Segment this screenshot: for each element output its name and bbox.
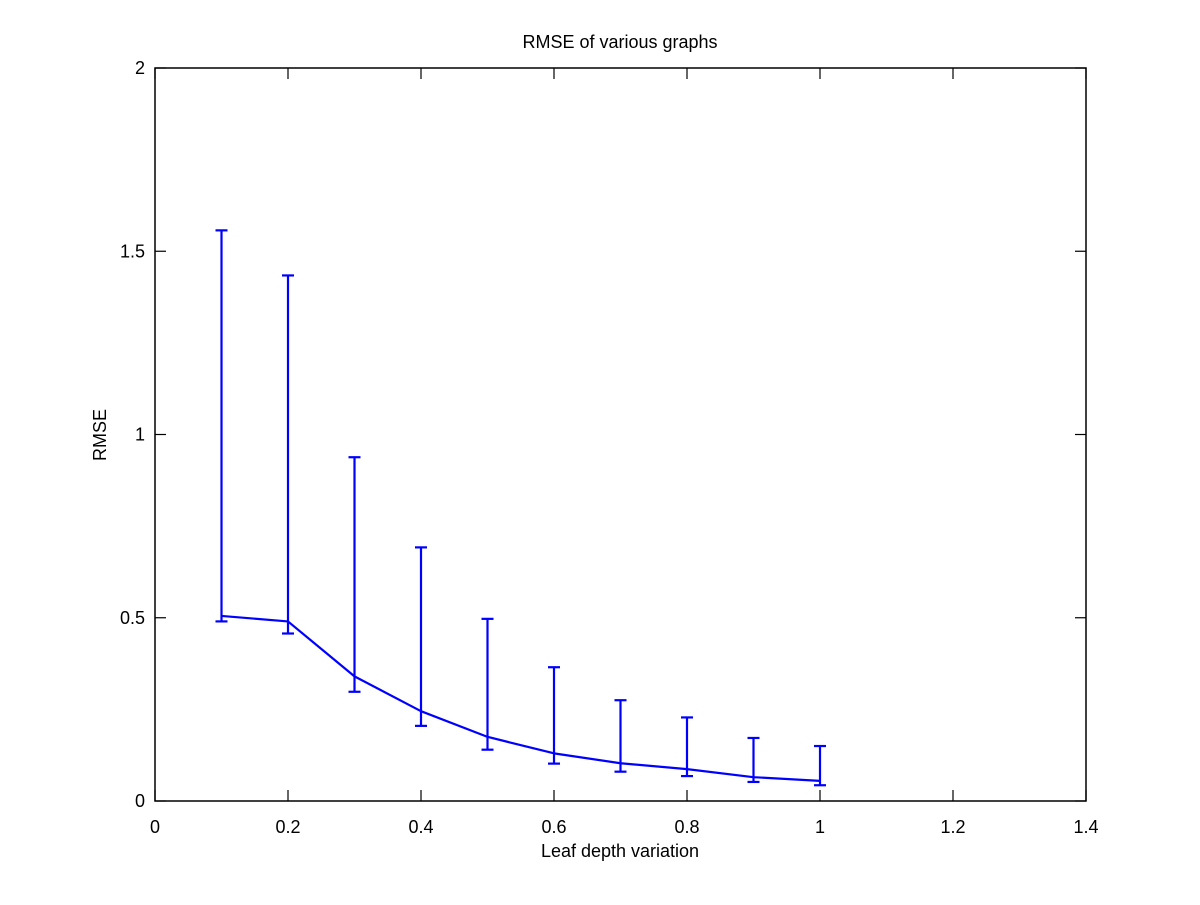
axes-frame xyxy=(155,68,1086,801)
y-tick-label: 0.5 xyxy=(120,608,145,628)
series-line xyxy=(222,616,821,781)
x-tick-label: 1.4 xyxy=(1073,817,1098,837)
chart-title: RMSE of various graphs xyxy=(522,32,717,52)
x-tick-label: 0.4 xyxy=(408,817,433,837)
x-tick-label: 0 xyxy=(150,817,160,837)
y-axis-label: RMSE xyxy=(90,409,110,461)
x-tick-label: 1 xyxy=(815,817,825,837)
y-tick-label: 0 xyxy=(135,791,145,811)
x-axis-label: Leaf depth variation xyxy=(541,841,699,861)
y-tick-label: 1 xyxy=(135,425,145,445)
x-tick-label: 1.2 xyxy=(940,817,965,837)
x-tick-label: 0.8 xyxy=(674,817,699,837)
plot-area: 0 0.2 0.4 0.6 0.8 1 1.2 1.4 0 0.5 1 1.5 2 xyxy=(120,58,1099,837)
y-tick-label: 1.5 xyxy=(120,241,145,261)
x-tick-label: 0.2 xyxy=(275,817,300,837)
y-tick-label: 2 xyxy=(135,58,145,78)
x-tick-label: 0.6 xyxy=(541,817,566,837)
